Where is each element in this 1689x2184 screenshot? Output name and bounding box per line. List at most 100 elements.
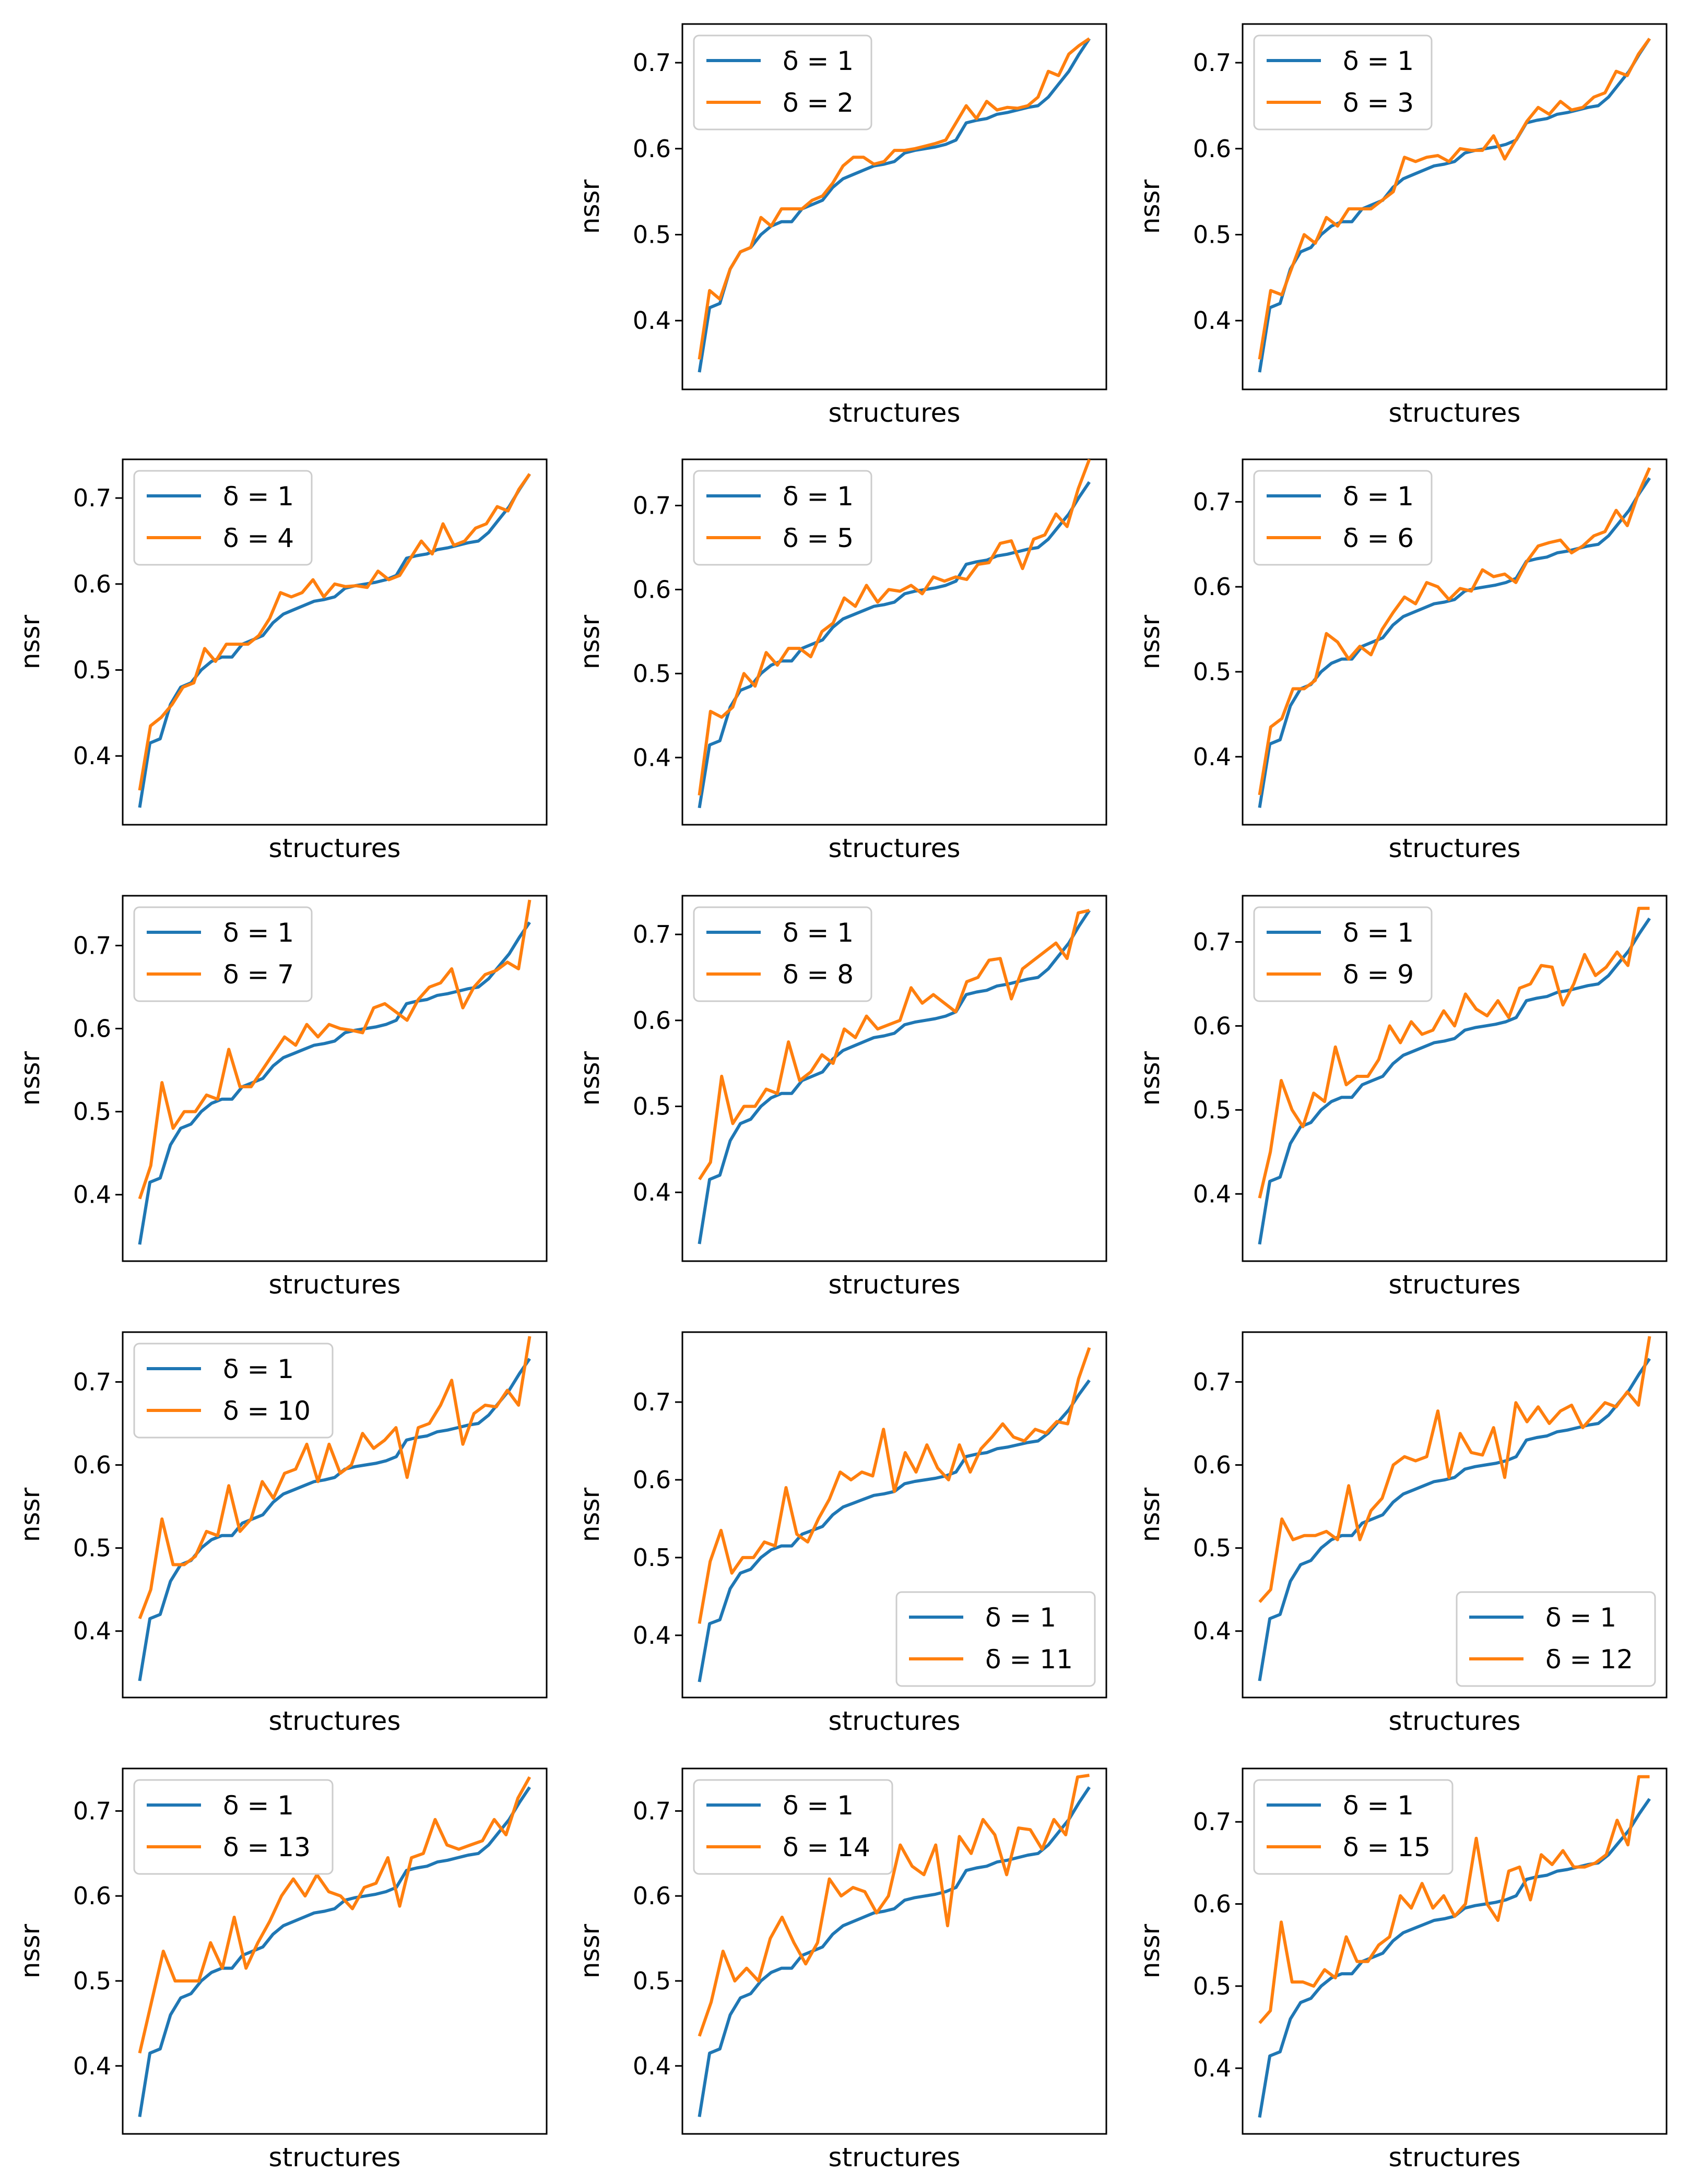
legend-label: δ = 15 [1343,1832,1431,1862]
y-tick-label: 0.7 [1193,1808,1231,1836]
y-tick-label: 0.6 [1193,1890,1231,1918]
y-tick-label: 0.5 [1193,1534,1231,1562]
y-tick-label: 0.6 [73,1015,111,1043]
legend-label: δ = 1 [783,918,854,948]
legend-label: δ = 6 [1343,523,1414,553]
y-tick-label: 0.6 [633,575,671,603]
series-line-delta-11 [698,1347,1091,1624]
y-tick-label: 0.4 [633,2052,671,2080]
x-axis-label: structures [1389,1706,1521,1736]
y-axis-label: nssr [575,1051,605,1106]
y-axis-label: nssr [575,614,605,669]
y-tick-label: 0.4 [73,742,111,770]
legend-label: δ = 1 [223,481,294,512]
subplot-delta-15: 0.4 0.5 0.6 0.7 structures nssr δ = 1 δ = 15 [1135,1767,1668,2173]
y-tick-label: 0.6 [633,1466,671,1494]
x-axis-label: structures [829,833,961,863]
y-axis-label: nssr [15,614,45,669]
y-tick-label: 0.5 [1193,658,1231,686]
legend-label: δ = 7 [223,959,294,990]
legend: δ = 1 δ = 9 [1253,906,1433,1002]
y-axis-label: nssr [15,1924,45,1978]
y-tick-label: 0.5 [633,221,671,249]
y-tick-label: 0.6 [1193,135,1231,163]
legend: δ = 1 δ = 10 [133,1343,334,1439]
y-tick-label: 0.5 [73,1098,111,1126]
subplot-delta-12: 0.4 0.5 0.6 0.7 structures nssr δ = 1 δ = 12 [1135,1331,1668,1736]
legend-label: δ = 1 [1343,918,1414,948]
y-tick-label: 0.5 [73,1967,111,1995]
y-tick-label: 0.5 [633,659,671,687]
series-line-baseline [138,921,531,1245]
y-tick-label: 0.5 [633,1093,671,1121]
y-tick-label: 0.7 [73,1797,111,1825]
subplot-delta-8: 0.4 0.5 0.6 0.7 structures nssr δ = 1 δ = 8 [575,895,1107,1300]
legend-label: δ = 1 [1343,481,1414,512]
y-tick-label: 0.6 [1193,1451,1231,1479]
series-line-delta-13 [138,1776,531,2054]
series-line-delta-2 [698,37,1091,360]
y-tick-label: 0.6 [73,1882,111,1910]
y-tick-label: 0.7 [633,1388,671,1416]
y-tick-label: 0.4 [1193,1617,1231,1645]
subplot-delta-5: 0.4 0.5 0.6 0.7 structures nssr δ = 1 δ = 5 [575,458,1107,863]
subplot-delta-4: 0.4 0.5 0.6 0.7 structures nssr δ = 1 δ = 4 [15,458,548,863]
series-line-baseline [698,909,1091,1244]
legend-label: δ = 1 [783,481,854,512]
series-line-delta-4 [138,473,531,791]
series-line-delta-3 [1258,38,1651,360]
y-tick-label: 0.7 [633,492,671,520]
y-tick-label: 0.7 [73,484,111,512]
legend: δ = 1 δ = 13 [133,1779,334,1875]
subplot-delta-11: 0.4 0.5 0.6 0.7 structures nssr δ = 1 δ = 11 [575,1331,1107,1736]
series-line-delta-5 [698,458,1091,796]
series-line-baseline [138,1786,531,2117]
y-axis-label: nssr [1135,614,1165,669]
legend: δ = 1 δ = 11 [895,1591,1096,1687]
y-tick-label: 0.7 [73,1368,111,1396]
legend-label: δ = 8 [783,959,854,990]
y-tick-label: 0.4 [73,2052,111,2080]
legend-label: δ = 9 [1343,959,1414,990]
y-tick-label: 0.4 [1193,306,1231,335]
series-line-delta-6 [1258,467,1651,796]
legend: δ = 1 δ = 5 [693,470,872,566]
y-axis-label: nssr [15,1487,45,1542]
x-axis-label: structures [1389,833,1521,863]
legend: δ = 1 δ = 14 [693,1779,893,1875]
y-axis-label: nssr [575,1487,605,1542]
series-line-baseline [698,38,1091,373]
y-tick-label: 0.5 [73,1534,111,1562]
y-axis-label: nssr [1135,1924,1165,1978]
y-tick-label: 0.4 [73,1617,111,1645]
y-axis-label: nssr [1135,1051,1165,1106]
legend: δ = 1 δ = 4 [133,470,313,566]
series-line-delta-8 [698,909,1090,1181]
y-tick-label: 0.7 [633,920,671,948]
legend: δ = 1 δ = 2 [693,34,872,130]
series-line-baseline [1258,38,1651,373]
x-axis-label: structures [829,1269,961,1300]
series-line-baseline [698,1786,1091,2117]
y-tick-label: 0.4 [633,1178,671,1206]
x-axis-label: structures [1389,1269,1521,1300]
legend: δ = 1 δ = 6 [1253,470,1433,566]
y-tick-label: 0.6 [633,1882,671,1910]
y-tick-label: 0.5 [1193,1096,1231,1124]
legend-label: δ = 4 [223,523,294,553]
legend-label: δ = 2 [783,88,854,118]
y-tick-label: 0.7 [633,1797,671,1825]
legend: δ = 1 δ = 3 [1253,34,1433,130]
y-tick-label: 0.7 [1193,928,1231,956]
y-tick-label: 0.7 [1193,1368,1231,1396]
y-tick-label: 0.7 [73,931,111,959]
legend-label: δ = 12 [1545,1644,1633,1675]
y-axis-label: nssr [15,1051,45,1106]
legend-label: δ = 1 [783,1790,854,1821]
y-tick-label: 0.5 [1193,221,1231,249]
y-tick-label: 0.5 [633,1544,671,1572]
series-line-delta-7 [138,899,531,1200]
series-line-delta-10 [138,1336,531,1619]
y-tick-label: 0.6 [73,570,111,598]
